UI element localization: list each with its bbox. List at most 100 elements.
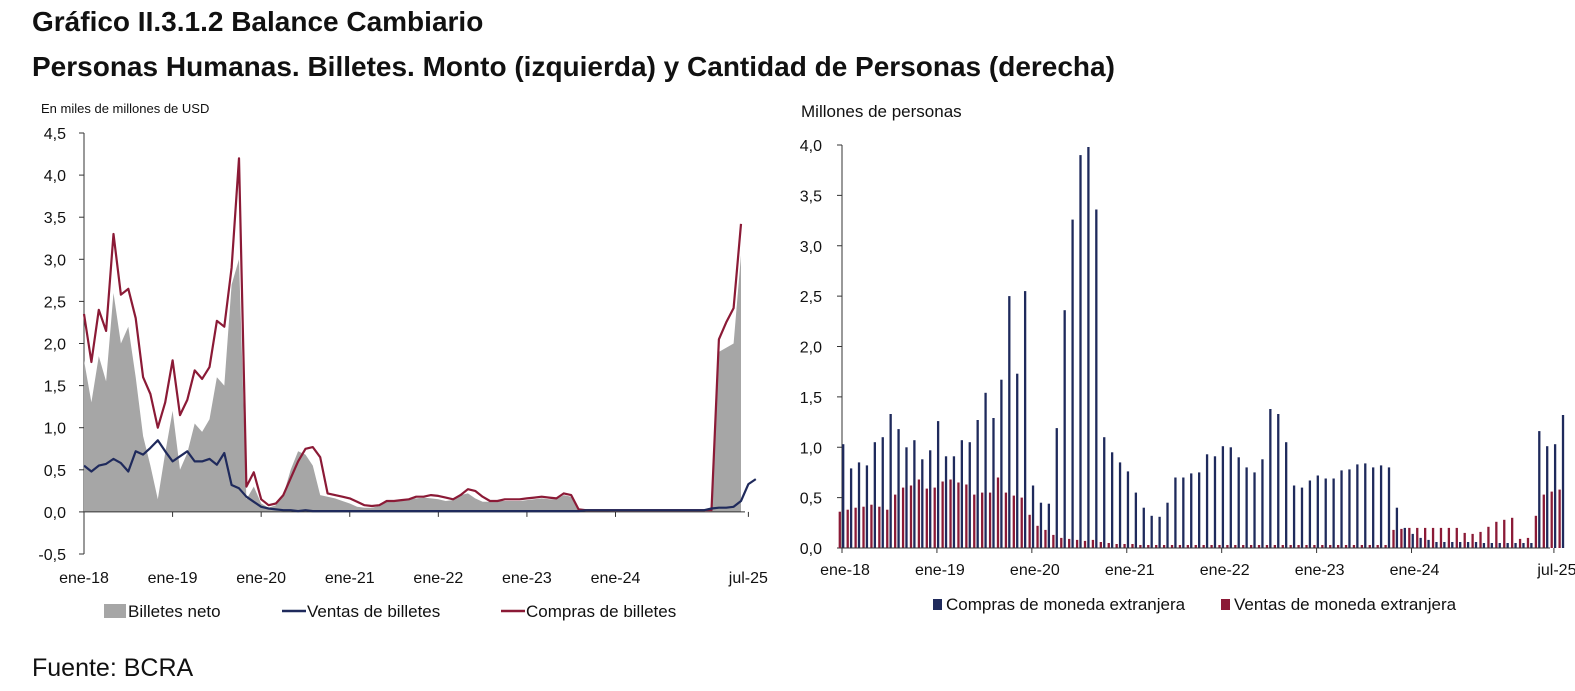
bar-ventas-moneda bbox=[1060, 537, 1063, 548]
chart-subtitle: Personas Humanas. Billetes. Monto (izqui… bbox=[32, 51, 1115, 82]
legend-label-billetes-neto: Billetes neto bbox=[128, 602, 221, 621]
bar-ventas-moneda bbox=[1297, 545, 1300, 548]
right-y-tick-label: 2,0 bbox=[800, 340, 822, 357]
bar-ventas-moneda bbox=[1012, 495, 1015, 548]
bar-compras-moneda bbox=[1134, 492, 1138, 548]
bar-compras-moneda bbox=[1482, 543, 1486, 548]
bar-compras-moneda bbox=[944, 456, 948, 548]
bar-compras-moneda bbox=[1229, 447, 1232, 549]
bar-ventas-moneda bbox=[1178, 545, 1182, 548]
bar-compras-moneda bbox=[1316, 475, 1319, 548]
right-x-tick-label: ene-20 bbox=[1010, 562, 1060, 579]
bar-ventas-moneda bbox=[1249, 545, 1253, 548]
left-x-tick-label: ene-22 bbox=[413, 570, 463, 587]
left-y-tick-label: 3,5 bbox=[44, 210, 66, 227]
right-x-tick-label: ene-18 bbox=[820, 562, 870, 579]
bar-compras-moneda bbox=[1553, 444, 1557, 548]
bar-compras-moneda bbox=[1530, 543, 1533, 548]
bar-ventas-moneda bbox=[909, 485, 913, 548]
bar-ventas-moneda bbox=[1234, 545, 1237, 548]
right-x-tick-label: jul-25 bbox=[1536, 562, 1575, 579]
bar-ventas-moneda bbox=[981, 492, 984, 548]
legend-label-ventas-de-billetes: Ventas de billetes bbox=[307, 602, 440, 621]
bar-ventas-moneda bbox=[1131, 544, 1134, 548]
bar-ventas-moneda bbox=[1487, 526, 1490, 548]
bar-compras-moneda bbox=[1364, 463, 1367, 548]
bar-compras-moneda bbox=[1000, 379, 1003, 548]
bar-ventas-moneda bbox=[1075, 539, 1079, 548]
bar-ventas-moneda bbox=[1226, 545, 1229, 548]
bar-ventas-moneda bbox=[1139, 545, 1142, 548]
left-unit-label: En miles de millones de USD bbox=[41, 101, 209, 116]
bar-compras-moneda bbox=[1403, 527, 1406, 548]
bar-ventas-moneda bbox=[894, 494, 897, 548]
right-x-tick-label: ene-23 bbox=[1295, 562, 1345, 579]
bar-compras-moneda bbox=[1498, 543, 1501, 548]
bar-compras-moneda bbox=[842, 444, 845, 548]
bar-ventas-moneda bbox=[1511, 517, 1514, 548]
left-x-tick-label: ene-23 bbox=[502, 570, 552, 587]
bar-compras-moneda bbox=[1095, 209, 1098, 548]
bar-ventas-moneda bbox=[1099, 542, 1102, 548]
bar-ventas-moneda bbox=[957, 482, 960, 548]
left-y-tick-label: 1,0 bbox=[44, 421, 66, 438]
bar-ventas-moneda bbox=[1170, 545, 1174, 548]
bar-compras-moneda bbox=[1419, 537, 1422, 548]
bar-compras-moneda bbox=[1451, 542, 1454, 548]
bar-ventas-moneda bbox=[1115, 544, 1118, 548]
bar-compras-moneda bbox=[1190, 473, 1193, 548]
bar-compras-moneda bbox=[992, 418, 995, 548]
bar-ventas-moneda bbox=[1471, 533, 1474, 548]
bar-ventas-moneda bbox=[1416, 527, 1419, 548]
left-y-tick-label: 0,5 bbox=[44, 463, 66, 480]
legend-label-compras-de-moneda: Compras de moneda extranjera bbox=[946, 595, 1186, 614]
bar-ventas-moneda bbox=[1273, 545, 1277, 548]
bar-compras-moneda bbox=[1506, 543, 1509, 548]
left-x-tick-label: ene-21 bbox=[325, 570, 375, 587]
bar-compras-moneda bbox=[865, 465, 869, 548]
bar-compras-moneda bbox=[1126, 471, 1130, 548]
bar-ventas-moneda bbox=[1091, 539, 1095, 548]
bar-compras-moneda bbox=[1427, 539, 1430, 548]
right-y-tick-label: 0,0 bbox=[800, 541, 822, 558]
bar-ventas-moneda bbox=[1392, 529, 1395, 548]
right-x-tick-label: ene-24 bbox=[1390, 562, 1440, 579]
bar-ventas-moneda bbox=[1068, 538, 1071, 548]
legend-swatch-billetes-neto bbox=[104, 604, 126, 618]
bar-compras-moneda bbox=[1118, 462, 1122, 548]
bar-compras-moneda bbox=[1490, 543, 1493, 548]
bar-compras-moneda bbox=[1110, 452, 1114, 548]
right-x-tick-label: ene-21 bbox=[1105, 562, 1155, 579]
bar-compras-moneda bbox=[1277, 414, 1280, 548]
bar-compras-moneda bbox=[968, 442, 971, 548]
bar-compras-moneda bbox=[929, 450, 932, 548]
left-x-tick-label: ene-24 bbox=[591, 570, 641, 587]
bar-ventas-moneda bbox=[1518, 538, 1522, 548]
bar-compras-moneda bbox=[1071, 219, 1074, 548]
bar-ventas-moneda bbox=[988, 492, 992, 548]
bar-compras-moneda bbox=[1514, 543, 1517, 548]
left-y-tick-label: 2,0 bbox=[44, 337, 66, 354]
bar-ventas-moneda bbox=[1265, 545, 1269, 548]
bar-compras-moneda bbox=[1063, 310, 1066, 548]
bar-compras-moneda bbox=[1261, 459, 1264, 548]
bar-compras-moneda bbox=[1205, 454, 1209, 548]
legend-label-ventas-de-moneda: Ventas de moneda extranjera bbox=[1234, 595, 1457, 614]
bar-compras-moneda bbox=[1459, 542, 1462, 548]
right-y-tick-label: 3,0 bbox=[800, 239, 822, 256]
bar-compras-moneda bbox=[1561, 415, 1565, 548]
bar-compras-moneda bbox=[1166, 502, 1169, 548]
bar-compras-moneda bbox=[1016, 373, 1019, 548]
bar-ventas-moneda bbox=[1289, 545, 1292, 548]
series-line-ventas-de-billetes bbox=[83, 439, 757, 513]
bar-compras-moneda bbox=[1047, 503, 1051, 548]
legend-swatch-compras-de-moneda bbox=[933, 599, 942, 610]
bar-compras-moneda bbox=[1142, 507, 1145, 548]
bar-ventas-moneda bbox=[1329, 545, 1332, 548]
bar-ventas-moneda bbox=[1400, 528, 1403, 548]
bar-compras-moneda bbox=[960, 440, 963, 548]
bar-compras-moneda bbox=[1443, 542, 1446, 548]
left-y-tick-label: 0,0 bbox=[44, 505, 66, 522]
bar-compras-moneda bbox=[889, 414, 892, 548]
